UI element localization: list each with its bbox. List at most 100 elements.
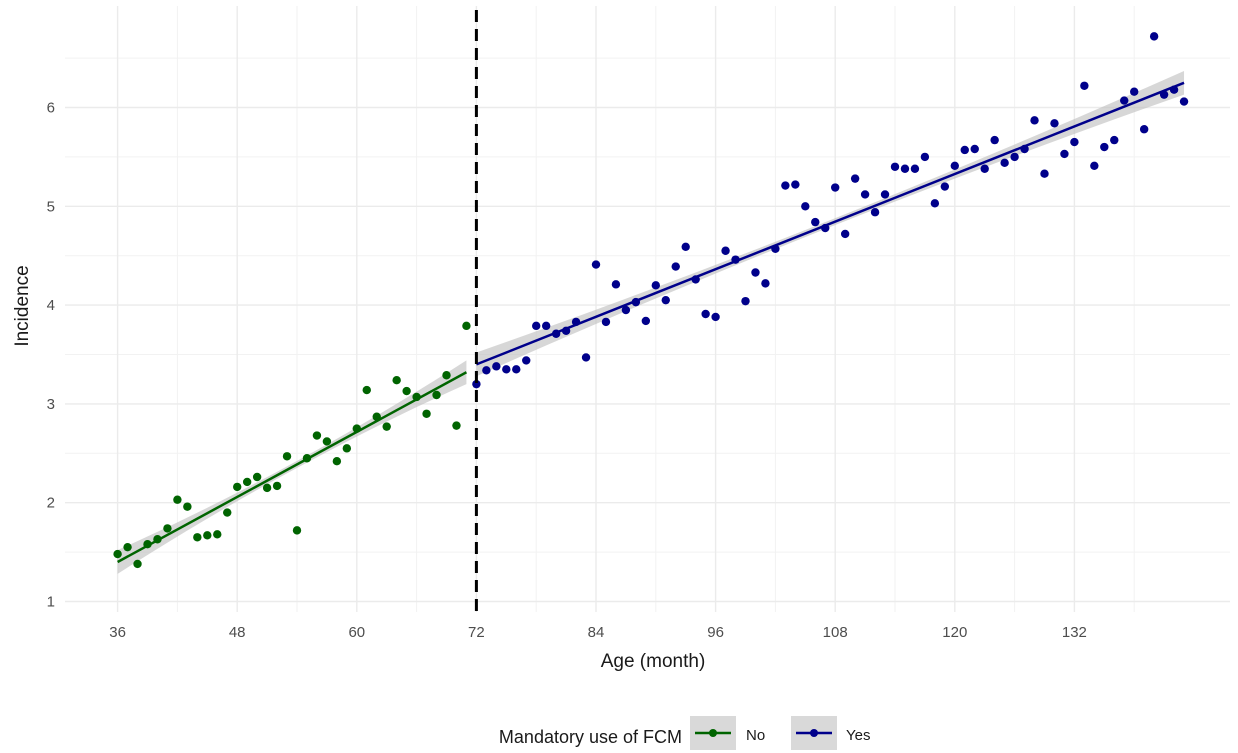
data-point-yes [890,162,900,171]
data-point-yes [472,379,481,389]
legend: Mandatory use of FCM No Yes [499,716,870,750]
data-point-yes [1139,125,1149,134]
data-point-no [432,390,441,400]
data-point-yes [631,297,641,307]
data-point-yes [641,316,651,326]
data-point-yes [781,181,790,190]
data-point-no [422,409,431,418]
data-point-no [392,375,401,385]
data-point-yes [980,164,989,173]
data-point-yes [551,329,561,338]
data-point-yes [821,223,830,233]
data-point-yes [1020,144,1029,154]
data-point-no [163,524,172,533]
data-point-yes [1010,152,1019,162]
data-point-no [143,539,152,549]
data-point-yes [651,281,660,290]
y-axis-ticks: 1 2 3 4 5 6 [47,100,55,611]
data-point-no [123,542,132,552]
data-point-yes [870,208,880,217]
y-tick-label: 4 [47,297,55,314]
data-point-yes [930,199,940,208]
data-point-yes [910,164,920,173]
data-point-yes [611,280,621,289]
y-tick-label: 1 [47,594,55,611]
data-point-no [322,437,332,446]
data-point-no [203,531,212,540]
data-point-yes [850,174,860,183]
data-point-no [252,472,262,482]
data-point-yes [532,321,541,331]
data-point-yes [1100,142,1109,152]
x-tick-label: 72 [468,624,485,641]
data-point-no [452,421,461,430]
x-tick-label: 36 [109,624,126,641]
data-point-yes [601,317,611,327]
data-point-no [173,495,182,504]
data-point-no [233,482,242,492]
y-tick-label: 2 [47,495,55,512]
data-point-no [462,321,471,331]
data-point-yes [731,255,740,264]
data-point-no [113,549,122,559]
data-point-yes [721,246,730,255]
x-axis-title: Age (month) [601,651,706,672]
data-point-yes [691,275,700,284]
data-point-no [262,483,272,493]
data-point-yes [482,366,491,375]
data-point-yes [681,242,690,252]
data-point-yes [1159,90,1169,99]
legend-item-yes: Yes [791,716,870,750]
data-point-yes [1120,96,1129,105]
data-point-yes [801,202,810,211]
legend-label-no: No [746,727,765,744]
data-point-yes [581,353,591,362]
x-tick-label: 48 [229,624,246,641]
data-point-yes [811,217,820,227]
data-point-no [193,533,202,542]
data-point-yes [880,190,890,199]
x-tick-label: 84 [588,624,605,641]
data-point-no [292,526,302,535]
y-axis-title: Incidence [12,265,33,346]
data-point-no [372,412,381,421]
data-point-yes [1080,81,1089,90]
data-point-yes [1050,119,1059,128]
legend-key-point-no [709,729,717,737]
data-point-no [153,535,162,544]
data-point-no [302,454,312,463]
data-point-yes [920,152,930,162]
data-point-yes [950,161,959,170]
data-point-yes [1179,97,1189,106]
data-point-yes [751,268,760,277]
data-point-no [412,392,421,402]
x-tick-label: 108 [823,624,848,641]
data-point-yes [671,262,680,271]
x-tick-label: 60 [348,624,365,641]
data-point-yes [711,312,720,322]
legend-item-no: No [690,716,765,750]
data-point-yes [771,244,780,253]
data-point-yes [561,326,571,335]
minor-gridlines [65,6,1230,612]
data-point-yes [1040,169,1049,178]
data-point-yes [990,135,999,145]
data-point-yes [831,183,840,192]
data-point-yes [970,144,979,154]
x-tick-label: 96 [707,624,724,641]
data-point-no [442,371,451,380]
trend-line-no [117,371,468,564]
data-point-yes [1000,158,1009,168]
data-point-no [223,508,232,517]
data-point-no [382,422,391,431]
data-point-yes [900,164,910,173]
data-point-yes [621,305,631,315]
y-tick-label: 6 [47,100,55,117]
data-point-yes [492,362,501,371]
data-point-yes [1030,116,1039,125]
data-point-no [272,481,282,491]
data-point-yes [1070,137,1079,147]
trend-lines [117,81,1185,564]
data-point-no [183,502,192,511]
data-point-yes [860,190,870,199]
